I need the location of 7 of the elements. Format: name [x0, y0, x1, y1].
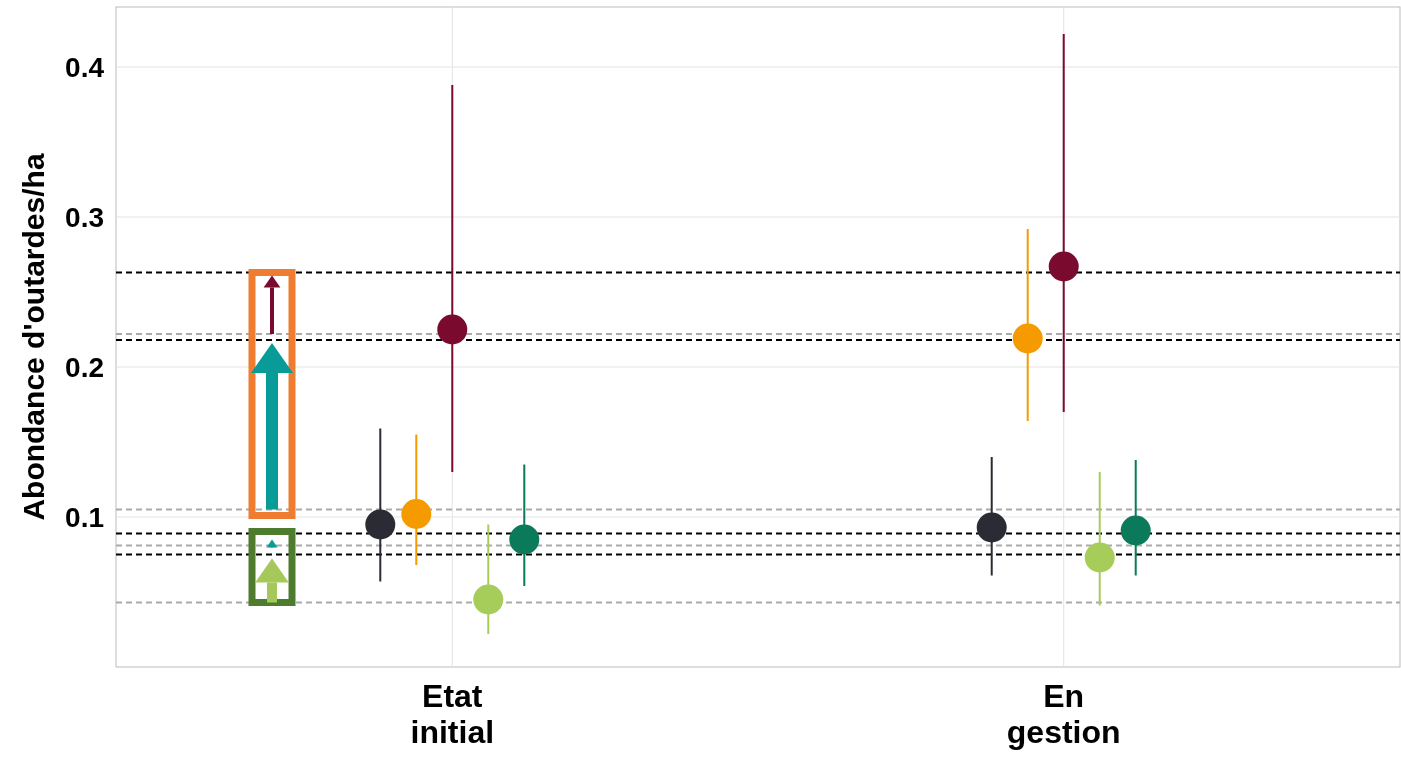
y-tick-label: 0.1 — [65, 501, 104, 533]
x-tick-label: En gestion — [1006, 678, 1121, 750]
y-tick-label: 0.2 — [65, 351, 104, 383]
x-tick-label: Etat initial — [410, 678, 495, 750]
y-tick-label: 0.4 — [65, 51, 105, 83]
y-tick-label: 0.3 — [65, 201, 104, 233]
y-axis-title: Abondance d'outardes/ha — [17, 153, 50, 521]
